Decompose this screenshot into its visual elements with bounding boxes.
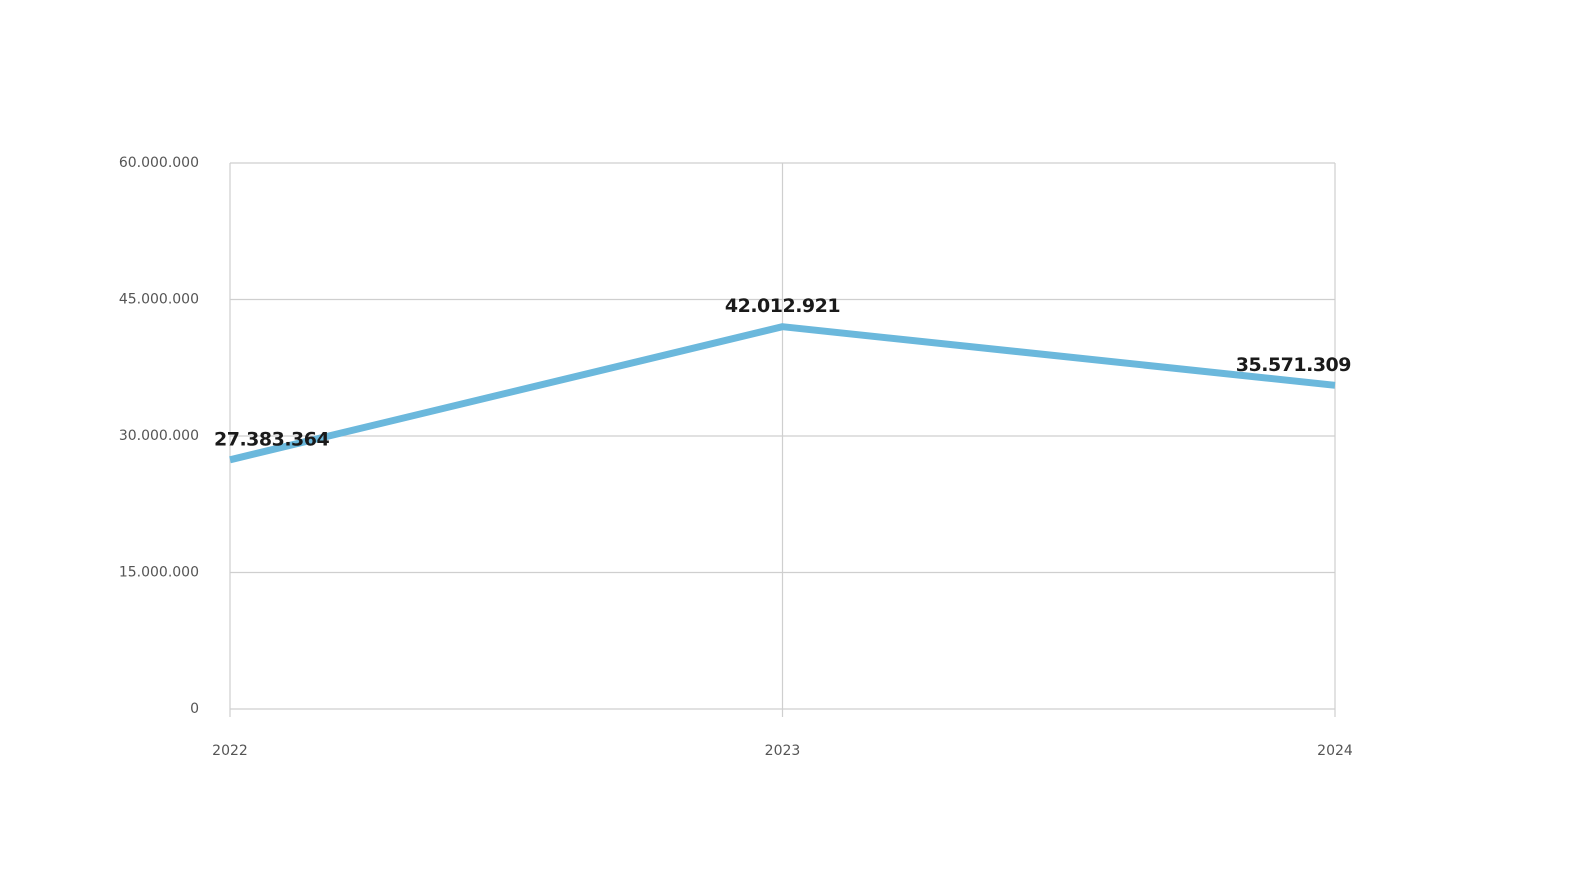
y-tick-label: 30.000.000	[119, 428, 199, 444]
data-label: 27.383.364	[214, 428, 329, 450]
x-tick-label: 2023	[765, 743, 801, 759]
x-tick-label: 2022	[212, 743, 248, 759]
y-tick-label: 15.000.000	[119, 565, 199, 581]
y-tick-label: 0	[190, 701, 199, 717]
series-line	[229, 323, 1336, 464]
x-tick-label: 2024	[1317, 743, 1353, 759]
y-tick-label: 45.000.000	[119, 292, 199, 308]
data-label: 42.012.921	[725, 295, 840, 317]
data-label: 35.571.309	[1236, 354, 1351, 376]
y-tick-label: 60.000.000	[119, 155, 199, 171]
